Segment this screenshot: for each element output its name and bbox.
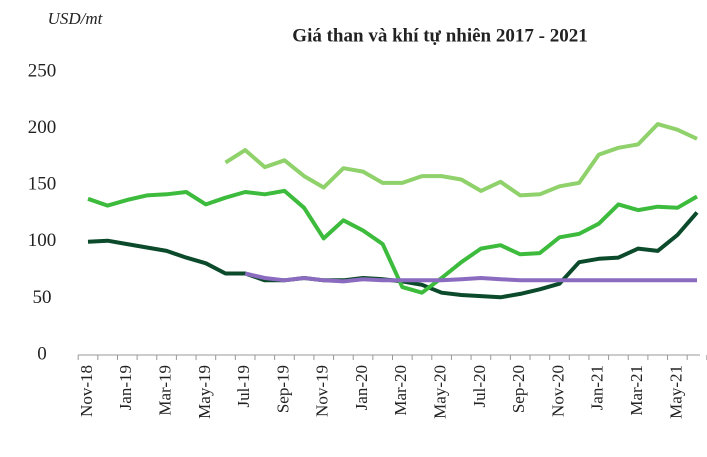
series-line [224,122,698,198]
chart-title: Giá than và khí tự nhiên 2017 - 2021 [292,25,587,46]
y-tick-label: 0 [37,343,47,364]
x-tick-label: Mar-21 [627,365,646,416]
x-tick-label: Nov-18 [77,365,96,417]
x-tick-label: Jan-19 [116,365,135,410]
x-tick-label: Sep-20 [509,365,528,413]
series-line [87,188,698,295]
series-line [87,211,699,300]
y-tick-label: 200 [28,117,57,138]
x-tick-label: May-21 [666,365,685,419]
y-tick-label: 100 [28,230,57,251]
x-tick-label: Sep-19 [273,365,292,413]
y-tick-label: 150 [28,174,57,195]
x-tick-label: Jul-20 [470,365,489,408]
x-tick-label: Mar-19 [155,365,174,416]
y-axis-label: USD/mt [48,9,104,28]
y-tick-label: 250 [28,60,57,81]
x-tick-label: Jan-20 [352,365,371,410]
x-tick-label: Jan-21 [588,365,607,410]
x-tick-label: Jul-19 [234,365,253,408]
x-tick-label: May-19 [195,365,214,419]
x-tick-label: Mar-20 [391,365,410,416]
x-tick-label: May-20 [431,365,450,419]
series-line [244,271,697,284]
y-tick-label: 50 [33,287,52,308]
x-tick-label: Nov-19 [313,365,332,417]
x-tick-label: Nov-20 [548,365,567,417]
